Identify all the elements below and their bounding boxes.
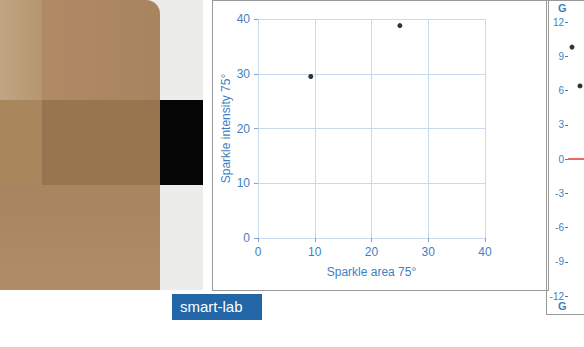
svg-text:-6: -6 bbox=[555, 222, 564, 233]
svg-text:-12: -12 bbox=[550, 291, 565, 302]
svg-text:40: 40 bbox=[237, 12, 251, 26]
svg-text:G: G bbox=[558, 299, 567, 312]
svg-text:30: 30 bbox=[422, 245, 436, 259]
svg-text:-3: -3 bbox=[555, 188, 564, 199]
svg-text:9: 9 bbox=[558, 51, 564, 62]
svg-text:20: 20 bbox=[237, 122, 251, 136]
svg-text:Sparkle area 75°: Sparkle area 75° bbox=[327, 265, 417, 279]
svg-text:40: 40 bbox=[478, 245, 492, 259]
svg-text:0: 0 bbox=[243, 231, 250, 245]
svg-text:20: 20 bbox=[365, 245, 379, 259]
svg-text:30: 30 bbox=[237, 67, 251, 81]
svg-text:Sparkle intensity 75°: Sparkle intensity 75° bbox=[219, 74, 233, 184]
svg-text:-9: -9 bbox=[555, 256, 564, 267]
html-text:smart-lab: smart-lab bbox=[180, 298, 243, 315]
svg-text:12: 12 bbox=[553, 17, 565, 28]
svg-text:10: 10 bbox=[237, 176, 251, 190]
svg-text:G: G bbox=[558, 2, 567, 14]
svg-text:10: 10 bbox=[308, 245, 322, 259]
svg-text:3: 3 bbox=[558, 119, 564, 130]
svg-text:0: 0 bbox=[255, 245, 262, 259]
svg-text:0: 0 bbox=[558, 154, 564, 165]
svg-text:6: 6 bbox=[558, 85, 564, 96]
